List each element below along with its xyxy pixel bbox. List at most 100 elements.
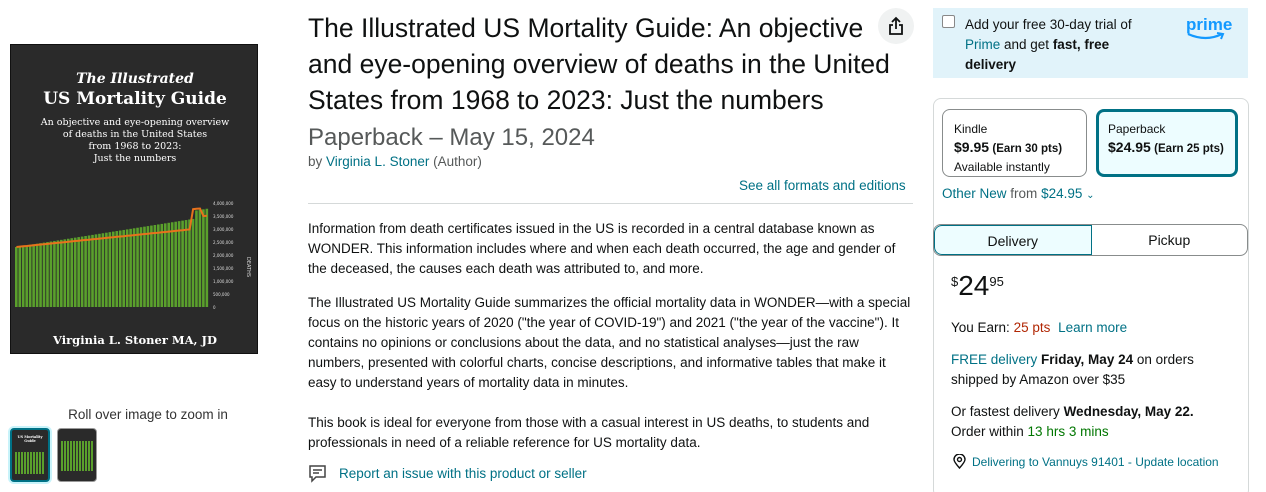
see-all-formats-link[interactable]: See all formats and editions xyxy=(739,178,906,193)
cover-bar xyxy=(80,236,84,307)
cover-bar xyxy=(170,222,174,307)
report-issue[interactable]: Report an issue with this product or sel… xyxy=(308,464,587,483)
product-title: The Illustrated US Mortality Guide: An o… xyxy=(308,10,898,156)
title-text: The Illustrated US Mortality Guide: An o… xyxy=(308,13,890,115)
prime-trial-text: Add your free 30-day trial of Prime and … xyxy=(965,17,1132,72)
cover-bar xyxy=(39,243,42,307)
cover-bar xyxy=(108,232,112,307)
cover-bar xyxy=(118,230,122,307)
cover-bar xyxy=(98,233,101,307)
cover-bar xyxy=(25,245,28,307)
cover-bar xyxy=(32,244,35,307)
cover-bar xyxy=(21,245,25,307)
cover-tick-label: 2,500,000 xyxy=(213,240,234,245)
cover-bar xyxy=(205,208,209,307)
cover-bar xyxy=(153,225,157,307)
product-image[interactable]: The Illustrated US Mortality Guide An ob… xyxy=(10,44,258,354)
description-paragraph-1: Information from death certificates issu… xyxy=(308,221,896,276)
cover-bar xyxy=(18,246,22,307)
description-paragraph-3: This book is ideal for everyone from tho… xyxy=(308,415,870,450)
prime-trial-box: Add your free 30-day trial of Prime and … xyxy=(933,8,1248,78)
prime-logo: prime xyxy=(1186,15,1232,42)
cover-bar xyxy=(112,231,115,307)
cover-bar xyxy=(122,229,125,307)
tab-delivery[interactable]: Delivery xyxy=(934,225,1092,255)
cover-bar xyxy=(56,240,60,307)
cover-bar xyxy=(42,242,46,307)
cover-bar xyxy=(202,209,205,307)
location-pin-icon xyxy=(953,454,966,469)
cover-bar xyxy=(167,222,171,307)
format-paperback[interactable]: Paperback $24.95 (Earn 25 pts) xyxy=(1096,109,1238,177)
author-link[interactable]: Virginia L. Stoner xyxy=(326,154,430,169)
cover-bar xyxy=(49,241,53,307)
cover-bar xyxy=(132,228,136,307)
earn-points: You Earn: 25 pts Learn more xyxy=(951,320,1128,335)
cover-tick-label: 3,500,000 xyxy=(213,214,234,219)
cover-bar xyxy=(125,229,129,307)
cover-line xyxy=(16,207,207,248)
cover-bar xyxy=(191,218,195,307)
share-icon xyxy=(889,16,903,35)
cover-bar xyxy=(105,232,108,307)
cover-bar xyxy=(188,219,191,307)
cover-bar xyxy=(87,235,91,307)
cover-bar xyxy=(15,247,18,307)
cover-tick-label: 500,000 xyxy=(213,292,230,297)
report-issue-link[interactable]: Report an issue with this product or sel… xyxy=(339,466,587,481)
prime-checkbox[interactable] xyxy=(942,15,955,28)
report-icon xyxy=(309,465,326,483)
cover-bar xyxy=(53,240,56,307)
delivery-location[interactable]: Delivering to Vannuys 91401 - Update loc… xyxy=(953,454,1219,469)
zoom-hint: Roll over image to zoom in xyxy=(68,407,228,422)
cover-title-line2: US Mortality Guide xyxy=(43,89,227,109)
cover-axis-label: DEATHS xyxy=(245,257,251,277)
thumbnail-2[interactable] xyxy=(57,428,97,482)
other-new-offers[interactable]: Other New from $24.95 ⌄ xyxy=(942,186,1095,201)
cover-bar xyxy=(163,223,167,307)
cover-tick-label: 1,000,000 xyxy=(213,279,234,284)
cover-bar xyxy=(73,237,77,307)
cover-bar xyxy=(184,220,188,307)
cover-bar xyxy=(198,209,202,307)
cover-bar xyxy=(84,236,87,307)
cover-bar xyxy=(63,239,67,307)
cover-tick-label: 3,000,000 xyxy=(213,227,234,232)
cover-bar xyxy=(150,225,153,307)
cover-title-line1: The Illustrated xyxy=(76,71,194,87)
cover-bar xyxy=(195,210,198,307)
cover-bar xyxy=(160,223,164,307)
cover-bar xyxy=(174,221,177,307)
cover-tick-label: 1,500,000 xyxy=(213,266,234,271)
cover-chart: 4,000,000 3,500,000 3,000,000 2,500,000 2,00… xyxy=(15,201,251,310)
cover-subtitle: An objective and eye-opening overview of… xyxy=(40,117,230,164)
description-paragraph-2: The Illustrated US Mortality Guide summa… xyxy=(308,295,911,390)
cover-bar xyxy=(60,239,63,307)
cover-tick-label: 0 xyxy=(213,305,216,310)
buy-box xyxy=(933,98,1249,492)
cover-bar xyxy=(143,226,146,307)
cover-bar xyxy=(157,224,160,307)
share-button[interactable] xyxy=(878,8,914,44)
cover-bar xyxy=(91,234,94,307)
free-delivery-link[interactable]: FREE delivery xyxy=(951,352,1038,367)
divider xyxy=(308,203,913,204)
cover-bar xyxy=(94,234,98,307)
cover-bar xyxy=(28,244,32,307)
delivery-info: FREE delivery Friday, May 24 on orders s… xyxy=(951,352,1194,387)
byline: by Virginia L. Stoner (Author) xyxy=(308,154,482,169)
price: $2495 xyxy=(951,270,1004,301)
cover-tick-label: 2,000,000 xyxy=(213,253,234,258)
fulfillment-tabs: Delivery Pickup xyxy=(933,224,1248,256)
learn-more-link[interactable]: Learn more xyxy=(1058,320,1128,335)
countdown: 13 hrs 3 mins xyxy=(1027,424,1109,439)
cover-bar xyxy=(70,238,74,307)
cover-bar xyxy=(66,238,70,307)
format-kindle[interactable]: Kindle $9.95 (Earn 30 pts) Available ins… xyxy=(942,109,1087,177)
cover-bar xyxy=(77,237,80,307)
prime-smile-icon xyxy=(1187,32,1225,40)
thumbnail-1[interactable]: US Mortality Guide xyxy=(10,428,50,482)
cover-bar xyxy=(146,226,150,307)
cover-bar xyxy=(35,243,39,307)
tab-pickup[interactable]: Pickup xyxy=(1148,232,1191,248)
